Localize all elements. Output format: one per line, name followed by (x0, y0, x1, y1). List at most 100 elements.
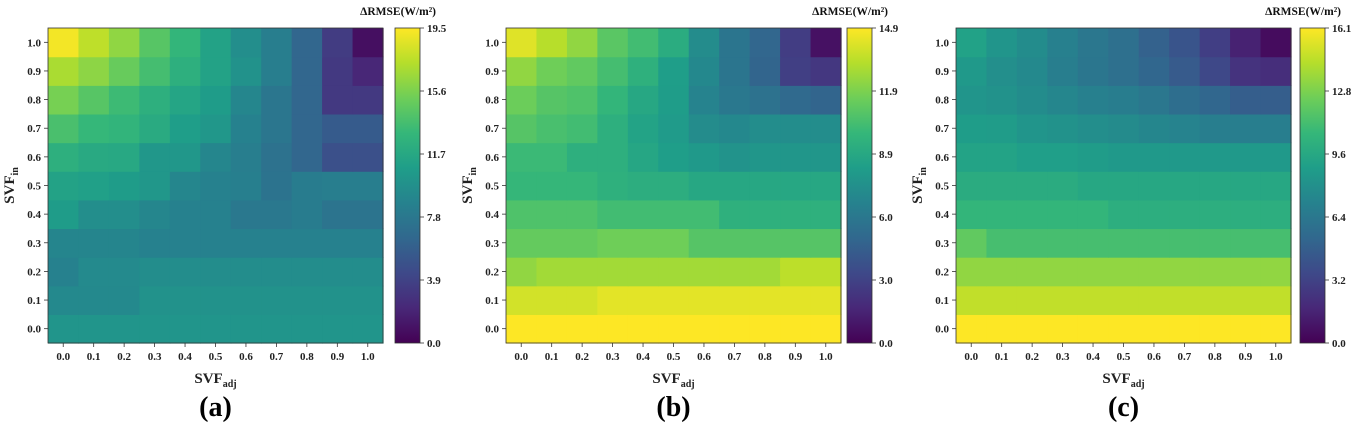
heatmap-cell (352, 314, 384, 344)
heatmap-cell (200, 257, 232, 287)
heatmap-cell (230, 314, 262, 344)
heatmap-cell (1169, 314, 1201, 344)
heatmap-cell (780, 56, 812, 86)
heatmap-cell (780, 285, 812, 315)
heatmap-cell (986, 285, 1018, 315)
heatmap-cell (749, 113, 781, 144)
heatmap-cell (1260, 285, 1292, 315)
heatmap-cell (1199, 285, 1231, 315)
colorbar-tick-label: 3.2 (1332, 275, 1346, 287)
heatmap-cell (78, 142, 110, 172)
heatmap-cell (780, 113, 812, 144)
heatmap-cell (506, 171, 538, 201)
heatmap-cell (749, 56, 781, 86)
heatmap-cell (322, 85, 354, 115)
x-tick-label: 0.0 (56, 351, 70, 363)
heatmap-cell (688, 85, 720, 115)
heatmap-cell (322, 257, 354, 287)
heatmap-cell (986, 142, 1018, 172)
heatmap-cell (1016, 228, 1048, 258)
heatmap-cell (1199, 257, 1231, 287)
heatmap-cell (291, 285, 323, 315)
heatmap-cell (291, 113, 323, 144)
x-tick-label: 0.0 (514, 351, 528, 363)
heatmap-cell (1108, 314, 1140, 344)
heatmap-cell (230, 142, 262, 172)
heatmap-cell (322, 28, 354, 58)
heatmap-cell (200, 314, 232, 344)
x-tick-label: 1.0 (361, 351, 375, 363)
heatmap-cell (261, 171, 293, 201)
colorbar-tick-label: 11.7 (427, 149, 446, 161)
heatmap-cell (108, 85, 140, 115)
heatmap-cell (506, 56, 538, 86)
heatmap-cell (688, 28, 720, 58)
heatmap-cell (1230, 228, 1262, 258)
heatmap-cell (1230, 28, 1262, 58)
heatmap-cell (1138, 199, 1170, 230)
heatmap-cell (506, 85, 538, 115)
heatmap-cell (1138, 257, 1170, 287)
heatmap-cell (169, 56, 201, 86)
heatmap-cell (78, 85, 110, 115)
heatmap-cell (1230, 285, 1262, 315)
colorbar (1299, 27, 1326, 344)
heatmap-cell (1016, 257, 1048, 287)
y-tick-label: 1.0 (27, 37, 41, 49)
heatmap-cell (78, 113, 110, 144)
x-tick-label: 0.3 (606, 351, 620, 363)
heatmap-cell (719, 257, 751, 287)
y-tick-label: 0.4 (485, 209, 499, 221)
heatmap-cell (719, 228, 751, 258)
heatmap-cell (627, 142, 659, 172)
heatmap-cell (688, 171, 720, 201)
x-axis-label-main: SVF (652, 371, 680, 387)
heatmap-cell (1199, 142, 1231, 172)
heatmap-cell (261, 28, 293, 58)
heatmap-cell (1230, 171, 1262, 201)
heatmap-cell (956, 113, 988, 144)
heatmap-cell (139, 85, 171, 115)
heatmap-cell (986, 199, 1018, 230)
heatmap-cell (108, 314, 140, 344)
x-tick-label: 0.5 (667, 351, 681, 363)
heatmap-cell (1077, 257, 1109, 287)
colorbar-tick-label: 7.8 (427, 212, 441, 224)
y-tick-label: 0.6 (27, 152, 41, 164)
heatmap-cell (1047, 228, 1079, 258)
heatmap-cell (810, 56, 842, 86)
heatmap-cell (1077, 113, 1109, 144)
heatmap-cell (291, 257, 323, 287)
heatmap-cell (78, 171, 110, 201)
heatmap-cell (78, 257, 110, 287)
heatmap-cell (1138, 56, 1170, 86)
heatmap-cell (78, 28, 110, 58)
y-tick-label: 1.0 (485, 37, 499, 49)
heatmap-cell (780, 85, 812, 115)
heatmap-cell (261, 113, 293, 144)
heatmap-cell (261, 285, 293, 315)
heatmap-cell (986, 85, 1018, 115)
panel-label: (b) (656, 392, 690, 423)
x-tick-label: 0.7 (1178, 351, 1192, 363)
heatmap-cell (352, 142, 384, 172)
heatmap-cell (719, 85, 751, 115)
x-tick-label: 0.6 (697, 351, 711, 363)
y-tick-label: 1.0 (935, 37, 949, 49)
heatmap-cell (48, 228, 80, 258)
heatmap-cell (1016, 314, 1048, 344)
heatmap-cell (566, 257, 598, 287)
heatmap-cell (48, 28, 80, 58)
heatmap-cell (200, 199, 232, 230)
heatmap-cell (169, 171, 201, 201)
x-tick-label: 0.6 (239, 351, 253, 363)
heatmap-cell (48, 142, 80, 172)
heatmap-cell (200, 28, 232, 58)
heatmap-cell (810, 314, 842, 344)
heatmap-cell (139, 142, 171, 172)
heatmap-cell (1016, 85, 1048, 115)
heatmap-cell (322, 56, 354, 86)
heatmap-cell (1260, 28, 1292, 58)
heatmap-cell (1077, 171, 1109, 201)
colorbar-tick-label: 6.4 (1332, 212, 1346, 224)
